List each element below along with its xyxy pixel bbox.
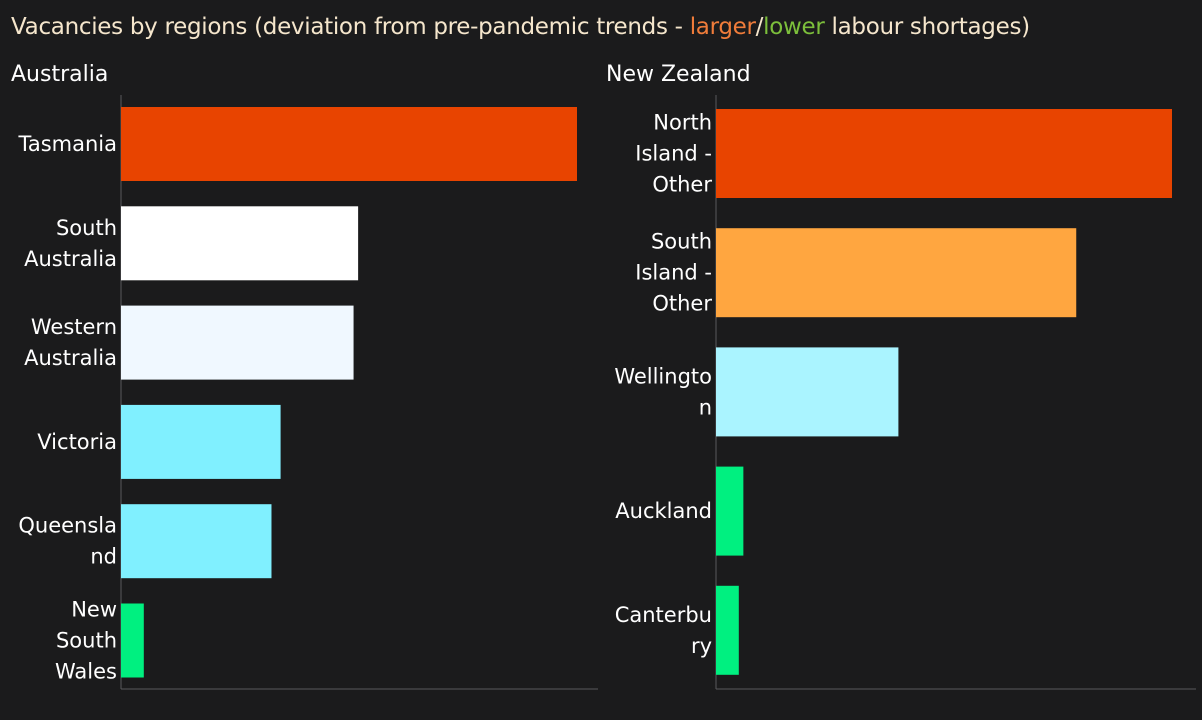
category-label: Tasmania [18, 132, 118, 156]
panel-new-zealand: New Zealand North Island -Other South Island… [606, 62, 1196, 690]
category-label: South Australia [24, 216, 117, 271]
bar [716, 109, 1172, 198]
category-label: Western Australia [24, 315, 117, 370]
category-label: Auckland [615, 499, 712, 523]
bar [121, 206, 359, 281]
panel-australia: Australia Tasmania South Australia Western Au… [11, 62, 598, 690]
bar [121, 504, 272, 579]
category-label: Wellingto n [614, 364, 712, 419]
category-label: New South Wales [55, 598, 117, 684]
bar [716, 585, 739, 675]
category-label: Victoria [37, 430, 117, 454]
bar [121, 107, 577, 181]
panel-title: Australia [11, 62, 108, 87]
category-label: North Island -Other [635, 111, 712, 197]
panel-title: New Zealand [606, 62, 751, 87]
bar [121, 603, 144, 678]
bar [716, 347, 899, 437]
bar [716, 466, 744, 556]
category-label: South Island -Other [635, 230, 712, 316]
bar [121, 404, 281, 479]
bar [121, 305, 354, 380]
category-label: Queensla nd [18, 514, 117, 569]
title-prefix: Vacancies by regions (deviation from pre… [11, 14, 690, 40]
title-sep: / [755, 14, 764, 40]
title-suffix: labour shortages) [824, 14, 1031, 40]
title-lower: lower [763, 14, 825, 40]
bar [716, 228, 1077, 318]
chart-title: Vacancies by regions (deviation from pre… [11, 14, 1030, 40]
category-label: Canterbu ry [615, 603, 712, 658]
title-larger: larger [689, 14, 756, 40]
